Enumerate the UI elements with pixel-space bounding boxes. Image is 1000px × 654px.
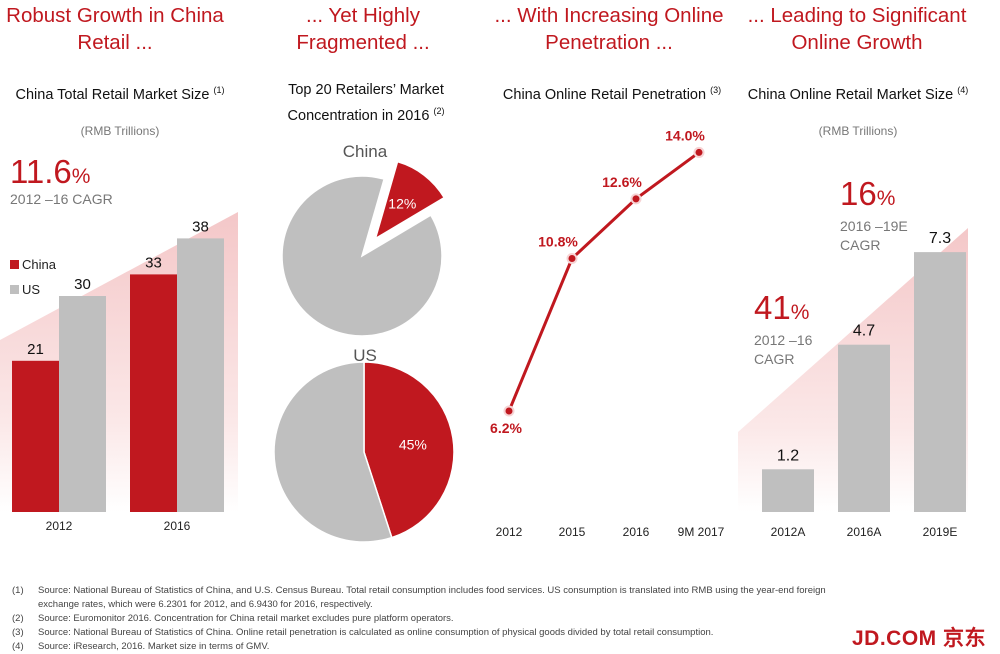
cagr-number: 41 <box>754 289 791 326</box>
units-label: (RMB Trillions) <box>818 124 898 138</box>
data-label: 7.3 <box>929 230 951 247</box>
footnote-number: (4) <box>12 641 24 652</box>
footnote-text: Source: Euromonitor 2016. Concentration … <box>38 613 454 624</box>
chart-title-text: Top 20 Retailers’ Market Concentration i… <box>287 82 444 124</box>
bar-us-2012 <box>59 296 106 512</box>
cagr-percent-sign: % <box>71 165 91 188</box>
footnote-ref: (1) <box>213 85 225 95</box>
data-label: 21 <box>27 341 44 358</box>
data-label: 4.7 <box>853 323 875 340</box>
bar-2016A <box>838 344 890 512</box>
pie-label-china: China <box>342 142 388 161</box>
cagr-number: 11.6 <box>10 153 72 190</box>
bar-2019E <box>914 252 966 512</box>
x-tick-label: 2012A <box>771 525 806 539</box>
footnote-ref: (3) <box>710 85 722 95</box>
footnote-number: (1) <box>12 585 24 596</box>
footnotes: (1) Source: National Bureau of Statistics… <box>12 584 832 654</box>
headline-retail-growth: Robust Growth in China Retail ... <box>6 4 224 54</box>
footnote-2: (2) Source: Euromonitor 2016. Concentrati… <box>12 612 832 626</box>
cagr-percent-sign: % <box>790 301 810 324</box>
headline-fragmented: ... Yet Highly Fragmented ... <box>296 4 430 54</box>
chart-title-text: China Online Retail Penetration <box>502 86 707 103</box>
footnote-text: Source: National Bureau of Statistics of… <box>38 585 826 610</box>
headline-online-growth: ... Leading to Significant Online Growth <box>747 4 967 54</box>
data-label: 6.2% <box>490 420 522 436</box>
data-point-2016 <box>630 193 642 205</box>
footnote-text: Source: National Bureau of Statistics of… <box>38 627 714 638</box>
data-point-9M 2017 <box>693 146 705 158</box>
legend-item-china: China <box>10 257 56 272</box>
cagr-label: 2012 –16 CAGR <box>10 191 113 207</box>
cagr-label-2016-19e: 2016 –19E CAGR <box>840 218 908 253</box>
cagr-percent-sign: % <box>876 187 896 210</box>
units-label: (RMB Trillions) <box>80 124 160 138</box>
headline-online-penetration: ... With Increasing Online Penetration .… <box>494 4 724 54</box>
chart-title-online-market-size: China Online Retail Market Size (4) <box>738 80 978 106</box>
x-tick-label: 2016A <box>847 525 882 539</box>
legend-label: China <box>22 257 56 272</box>
footnote-ref: (2) <box>433 106 445 116</box>
x-tick-label: 2012 <box>46 519 73 533</box>
data-label: 30 <box>74 276 91 293</box>
data-label: 14.0% <box>665 127 705 143</box>
cagr-value-2016-19e: 16% <box>840 176 895 217</box>
chart-title-retail-market-size: China Total Retail Market Size (1) <box>0 80 240 106</box>
chart-title-online-penetration: China Online Retail Penetration (3) <box>492 80 732 106</box>
bar-us-2016 <box>177 238 224 512</box>
bar-china-2016 <box>130 274 177 512</box>
x-tick-label: 2016 <box>164 519 191 533</box>
footnote-ref: (4) <box>957 85 969 95</box>
footnote-4: (4) Source: iResearch, 2016. Market size … <box>12 640 832 654</box>
footnote-1: (1) Source: National Bureau of Statistics… <box>12 584 832 612</box>
cagr-label-2012-16: 2012 –16 CAGR <box>754 332 813 367</box>
legend-swatch-us <box>10 285 19 294</box>
chart-title-text: China Online Retail Market Size <box>747 86 954 103</box>
pie-label-us: US <box>353 346 377 365</box>
legend-item-us: US <box>10 282 40 297</box>
bar-2012A <box>762 469 814 512</box>
x-tick-label: 2016 <box>623 525 650 539</box>
footnote-3: (3) Source: National Bureau of Statistics… <box>12 626 832 640</box>
penetration-line <box>507 151 700 412</box>
pie-slice-label: 12% <box>388 196 416 212</box>
footnote-number: (3) <box>12 627 24 638</box>
footnote-number: (2) <box>12 613 24 624</box>
chart-title-text: China Total Retail Market Size <box>15 86 210 103</box>
pie-slice-us-1 <box>273 361 393 543</box>
footnote-text: Source: iResearch, 2016. Market size in … <box>38 641 270 652</box>
pie-slice-label: 45% <box>399 436 427 452</box>
data-point-2012 <box>503 405 515 417</box>
data-point-2015 <box>566 253 578 265</box>
x-tick-label: 9M 2017 <box>678 525 725 539</box>
x-tick-label: 2015 <box>559 525 586 539</box>
jd-logo: JD.COM 京东 <box>852 627 987 650</box>
pie-slice-us-0 <box>363 361 455 539</box>
cagr-value: 11.6% <box>10 154 90 195</box>
chart-title-market-concentration: Top 20 Retailers’ Market Concentration i… <box>246 80 486 127</box>
data-label: 10.8% <box>538 234 578 250</box>
x-tick-label: 2012 <box>496 525 523 539</box>
legend-label: US <box>22 282 41 297</box>
data-label: 33 <box>145 254 162 271</box>
cagr-value-2012-16: 41% <box>754 290 809 331</box>
x-tick-label: 2019E <box>923 525 958 539</box>
data-label: 38 <box>192 218 209 235</box>
bar-china-2012 <box>12 360 59 512</box>
cagr-number: 16 <box>840 175 877 212</box>
pie-slice-china-1 <box>281 175 443 337</box>
legend-swatch-china <box>10 260 19 269</box>
pie-slice-china-0 <box>374 160 446 241</box>
data-label: 1.2 <box>777 447 799 464</box>
data-label: 12.6% <box>602 174 642 190</box>
